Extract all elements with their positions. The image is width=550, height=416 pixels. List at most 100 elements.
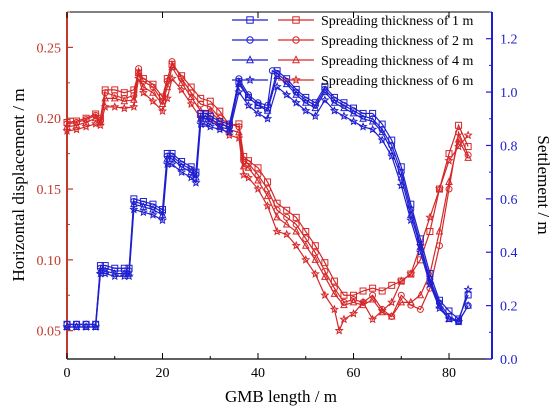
displacement-point	[110, 93, 119, 102]
settlement-point	[235, 79, 243, 88]
displacement-point	[263, 191, 272, 200]
legend-entry-4: Spreading thickness of 6 m	[232, 74, 474, 89]
displacement-point	[167, 73, 177, 83]
settlement-point	[368, 124, 378, 134]
settlement-point	[463, 284, 473, 294]
displacement-point	[368, 294, 377, 303]
settlement-point	[224, 127, 234, 137]
displacement-point	[311, 255, 320, 263]
displacement-point	[163, 82, 172, 91]
settlement-point	[282, 89, 292, 99]
settlement-point	[397, 168, 405, 176]
displacement-point	[463, 130, 473, 140]
displacement-point	[302, 228, 310, 236]
displacement-point	[262, 201, 273, 210]
displacement-point	[321, 272, 329, 280]
displacement-point	[282, 219, 291, 228]
left-y-tick-label: 0.20	[37, 112, 62, 127]
settlement-point	[301, 105, 311, 115]
settlement-point	[71, 322, 82, 331]
displacement-point	[369, 284, 377, 292]
left-y-axis-title: Horizontal displacement / m	[9, 88, 28, 281]
settlement-point	[200, 119, 211, 128]
settlement-point	[253, 108, 263, 118]
displacement-point	[243, 172, 254, 182]
settlement-series-4	[62, 81, 473, 331]
left-y-tick-label: 0.15	[37, 183, 62, 198]
settlement-point	[62, 322, 72, 331]
settlement-point	[368, 116, 377, 125]
displacement-point	[91, 119, 101, 128]
displacement-point	[63, 122, 71, 130]
legend-label: Spreading thickness of 4 m	[321, 54, 474, 69]
settlement-point	[339, 111, 349, 120]
settlement-point	[243, 100, 254, 110]
displacement-point	[244, 163, 253, 171]
displacement-point	[358, 297, 368, 307]
settlement-point	[358, 121, 368, 131]
settlement-point	[262, 113, 273, 123]
displacement-point	[101, 93, 110, 102]
settlement-point	[369, 109, 377, 117]
displacement-point	[148, 96, 158, 106]
legend-entry-2: Spreading thickness of 2 m	[232, 34, 474, 49]
displacement-point	[134, 73, 144, 83]
legend-displacement-marker	[291, 75, 301, 85]
settlement-point	[387, 151, 397, 161]
settlement-point	[396, 180, 406, 190]
displacement-point	[453, 141, 464, 151]
displacement-point	[254, 164, 262, 172]
x-tick-label: 60	[347, 366, 361, 381]
settlement-point	[272, 81, 282, 91]
plot-frame	[66, 11, 493, 360]
settlement-point	[301, 98, 310, 106]
settlement-point	[110, 271, 120, 281]
settlement-point	[310, 111, 320, 120]
x-tick-label: 0	[64, 366, 71, 381]
displacement-point	[464, 153, 472, 161]
displacement-point	[369, 291, 377, 299]
settlement-point	[254, 100, 262, 109]
displacement-point	[349, 297, 358, 306]
displacement-point	[397, 297, 406, 306]
settlement-line-4	[67, 85, 469, 328]
settlement-point	[464, 291, 472, 299]
displacement-point	[330, 289, 339, 297]
displacement-point	[135, 65, 143, 73]
settlement-point	[415, 247, 425, 257]
x-tick-label: 80	[442, 366, 456, 381]
displacement-point	[272, 226, 282, 236]
displacement-point	[100, 102, 110, 111]
displacement-point	[406, 269, 416, 278]
settlement-point	[397, 172, 406, 181]
displacement-series-2	[63, 58, 472, 321]
displacement-point	[234, 133, 244, 142]
displacement-point	[283, 206, 291, 214]
displacement-point	[311, 242, 319, 250]
x-tick-label: 40	[251, 366, 265, 381]
displacement-point	[416, 290, 425, 299]
displacement-point	[186, 99, 196, 108]
series-layer	[62, 58, 473, 335]
displacement-point	[253, 184, 263, 193]
legend-label: Spreading thickness of 2 m	[321, 34, 474, 49]
legend-displacement-marker	[292, 16, 300, 24]
settlement-point	[167, 159, 177, 169]
legend-label: Spreading thickness of 6 m	[321, 74, 474, 89]
displacement-point	[62, 126, 72, 135]
legend-settlement-marker	[245, 55, 255, 64]
displacement-point	[396, 276, 406, 285]
displacement-point	[95, 120, 106, 130]
displacement-point	[110, 102, 120, 111]
displacement-point	[339, 314, 349, 324]
left-y-tick-label: 0.10	[37, 254, 62, 269]
settlement-point	[264, 101, 272, 109]
legend-label: Spreading thickness of 1 m	[321, 14, 474, 29]
settlement-point	[445, 314, 453, 322]
displacement-point	[138, 87, 148, 97]
settlement-point	[100, 268, 110, 278]
settlement-point	[292, 90, 301, 98]
settlement-point	[444, 314, 454, 323]
settlement-point	[377, 135, 387, 144]
